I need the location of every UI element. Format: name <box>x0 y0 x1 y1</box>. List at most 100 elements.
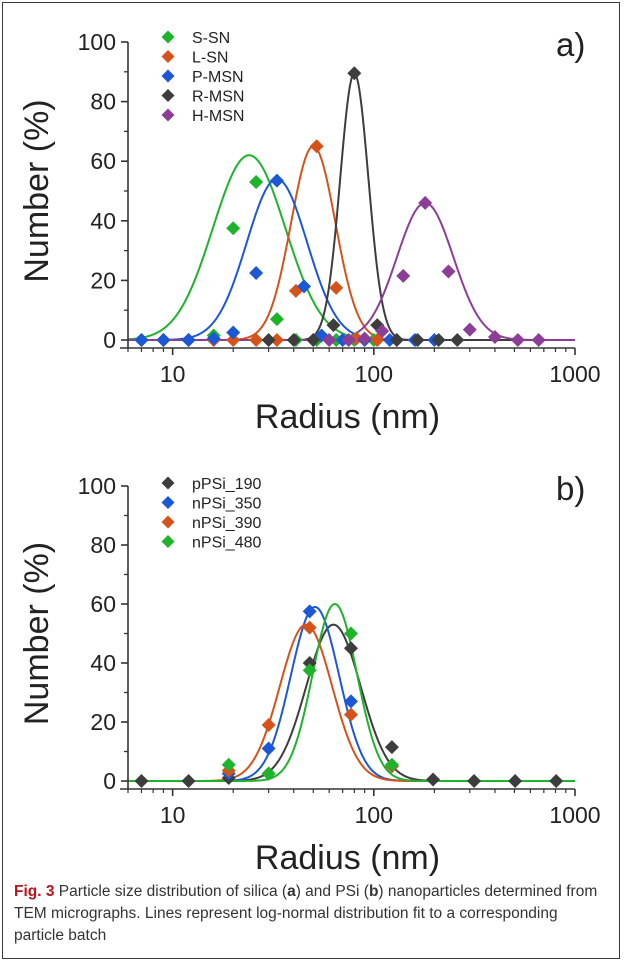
y-tick-label: 100 <box>78 29 116 55</box>
y-tick-label: 0 <box>103 327 116 353</box>
data-point <box>341 333 356 347</box>
legend-label: nPSi_480 <box>192 535 261 552</box>
fit-line-h-msn <box>128 201 575 341</box>
legend-label: R-MSN <box>192 89 244 106</box>
x-axis-title: Radius (nm) <box>255 398 440 436</box>
legend-label: nPSi_350 <box>192 496 261 513</box>
data-point <box>134 333 149 347</box>
y-tick-label: 40 <box>90 650 116 676</box>
data-point <box>487 330 502 345</box>
y-axis-title: Number (%) <box>18 99 56 282</box>
data-point <box>426 772 441 787</box>
legend-marker <box>161 515 175 529</box>
y-tick-label: 80 <box>90 89 116 115</box>
legend-marker <box>161 30 175 44</box>
data-point <box>226 221 241 236</box>
x-tick-label: 1000 <box>549 802 600 828</box>
data-point <box>181 333 196 347</box>
y-tick-label: 40 <box>90 208 116 234</box>
caption-text-1: Particle size distribution of silica ( <box>54 883 288 900</box>
legend-label: L-SN <box>192 50 228 67</box>
data-point <box>384 757 399 772</box>
data-point <box>322 333 337 347</box>
data-point <box>431 333 446 347</box>
data-point <box>531 333 546 347</box>
data-point <box>347 66 362 81</box>
data-point <box>261 741 276 756</box>
data-point <box>297 279 312 294</box>
data-point <box>343 626 358 641</box>
legend-marker <box>161 535 175 548</box>
legend-marker <box>161 50 175 63</box>
data-point <box>226 325 241 340</box>
data-point <box>221 757 236 772</box>
data-point <box>286 333 301 347</box>
chart-panel-a: 0 20 40 60 80 100 10 100 1000 Radius (nm) Number (… <box>18 26 601 436</box>
data-point <box>269 312 284 327</box>
data-point <box>226 333 241 347</box>
panel-label: a) <box>556 26 585 63</box>
data-point <box>326 318 341 333</box>
data-point <box>343 694 358 709</box>
x-tick-label: 1000 <box>549 361 600 387</box>
caption-fig-label: Fig. 3 <box>14 883 55 900</box>
data-point <box>249 175 264 190</box>
data-point <box>249 265 264 280</box>
y-tick-label: 80 <box>90 532 116 558</box>
caption-bold-b: b <box>368 883 379 900</box>
y-tick-label: 20 <box>90 267 116 293</box>
data-point <box>510 333 525 347</box>
caption-text-3: ) nanoparticles determined from TEM micr… <box>14 883 598 944</box>
data-point <box>269 333 284 347</box>
legend-label: H-MSN <box>192 108 244 125</box>
data-point <box>389 333 404 347</box>
fit-line-s-sn <box>127 154 575 341</box>
y-tick-label: 60 <box>90 148 116 174</box>
data-point <box>549 774 564 788</box>
y-tick-label: 20 <box>90 709 116 735</box>
data-point <box>134 774 149 788</box>
legend-marker <box>161 69 175 83</box>
x-tick-label: 100 <box>355 361 393 387</box>
y-tick-label: 0 <box>103 768 116 794</box>
y-tick-label: 60 <box>90 591 116 617</box>
data-point <box>309 139 324 154</box>
data-point <box>269 173 284 188</box>
fit-line-p-msn <box>128 178 575 341</box>
data-point <box>306 333 321 347</box>
data-point <box>384 740 399 755</box>
data-point <box>302 656 317 670</box>
legend-label: pPSi_190 <box>192 476 261 493</box>
data-point <box>261 333 276 347</box>
data-point <box>206 331 221 346</box>
data-point <box>343 707 358 722</box>
legend-label: nPSi_390 <box>192 515 261 532</box>
x-axis-title: Radius (nm) <box>255 839 440 877</box>
x-tick-label: 100 <box>355 802 393 828</box>
panel-label: b) <box>556 470 585 507</box>
data-point <box>410 333 425 347</box>
data-point <box>450 333 465 347</box>
data-point <box>302 620 317 635</box>
data-point <box>441 264 456 279</box>
legend-marker <box>161 476 175 490</box>
data-point <box>418 195 433 210</box>
data-point <box>181 774 196 788</box>
data-point <box>302 604 317 619</box>
legend-marker <box>161 496 175 509</box>
data-point <box>261 766 276 781</box>
data-point <box>508 774 523 788</box>
legend-label: S-SN <box>192 30 230 47</box>
data-point <box>357 331 372 346</box>
data-point <box>462 322 477 337</box>
legend-marker <box>161 89 175 102</box>
legend-marker <box>161 108 175 122</box>
data-point <box>261 717 276 732</box>
data-point <box>329 280 344 295</box>
data-point <box>375 324 390 339</box>
data-point <box>467 774 482 788</box>
data-point <box>156 333 171 347</box>
chart-panel-b: 0 20 40 60 80 100 10 100 1000 Radius (nm) Number (… <box>18 470 601 877</box>
data-point <box>249 333 264 347</box>
